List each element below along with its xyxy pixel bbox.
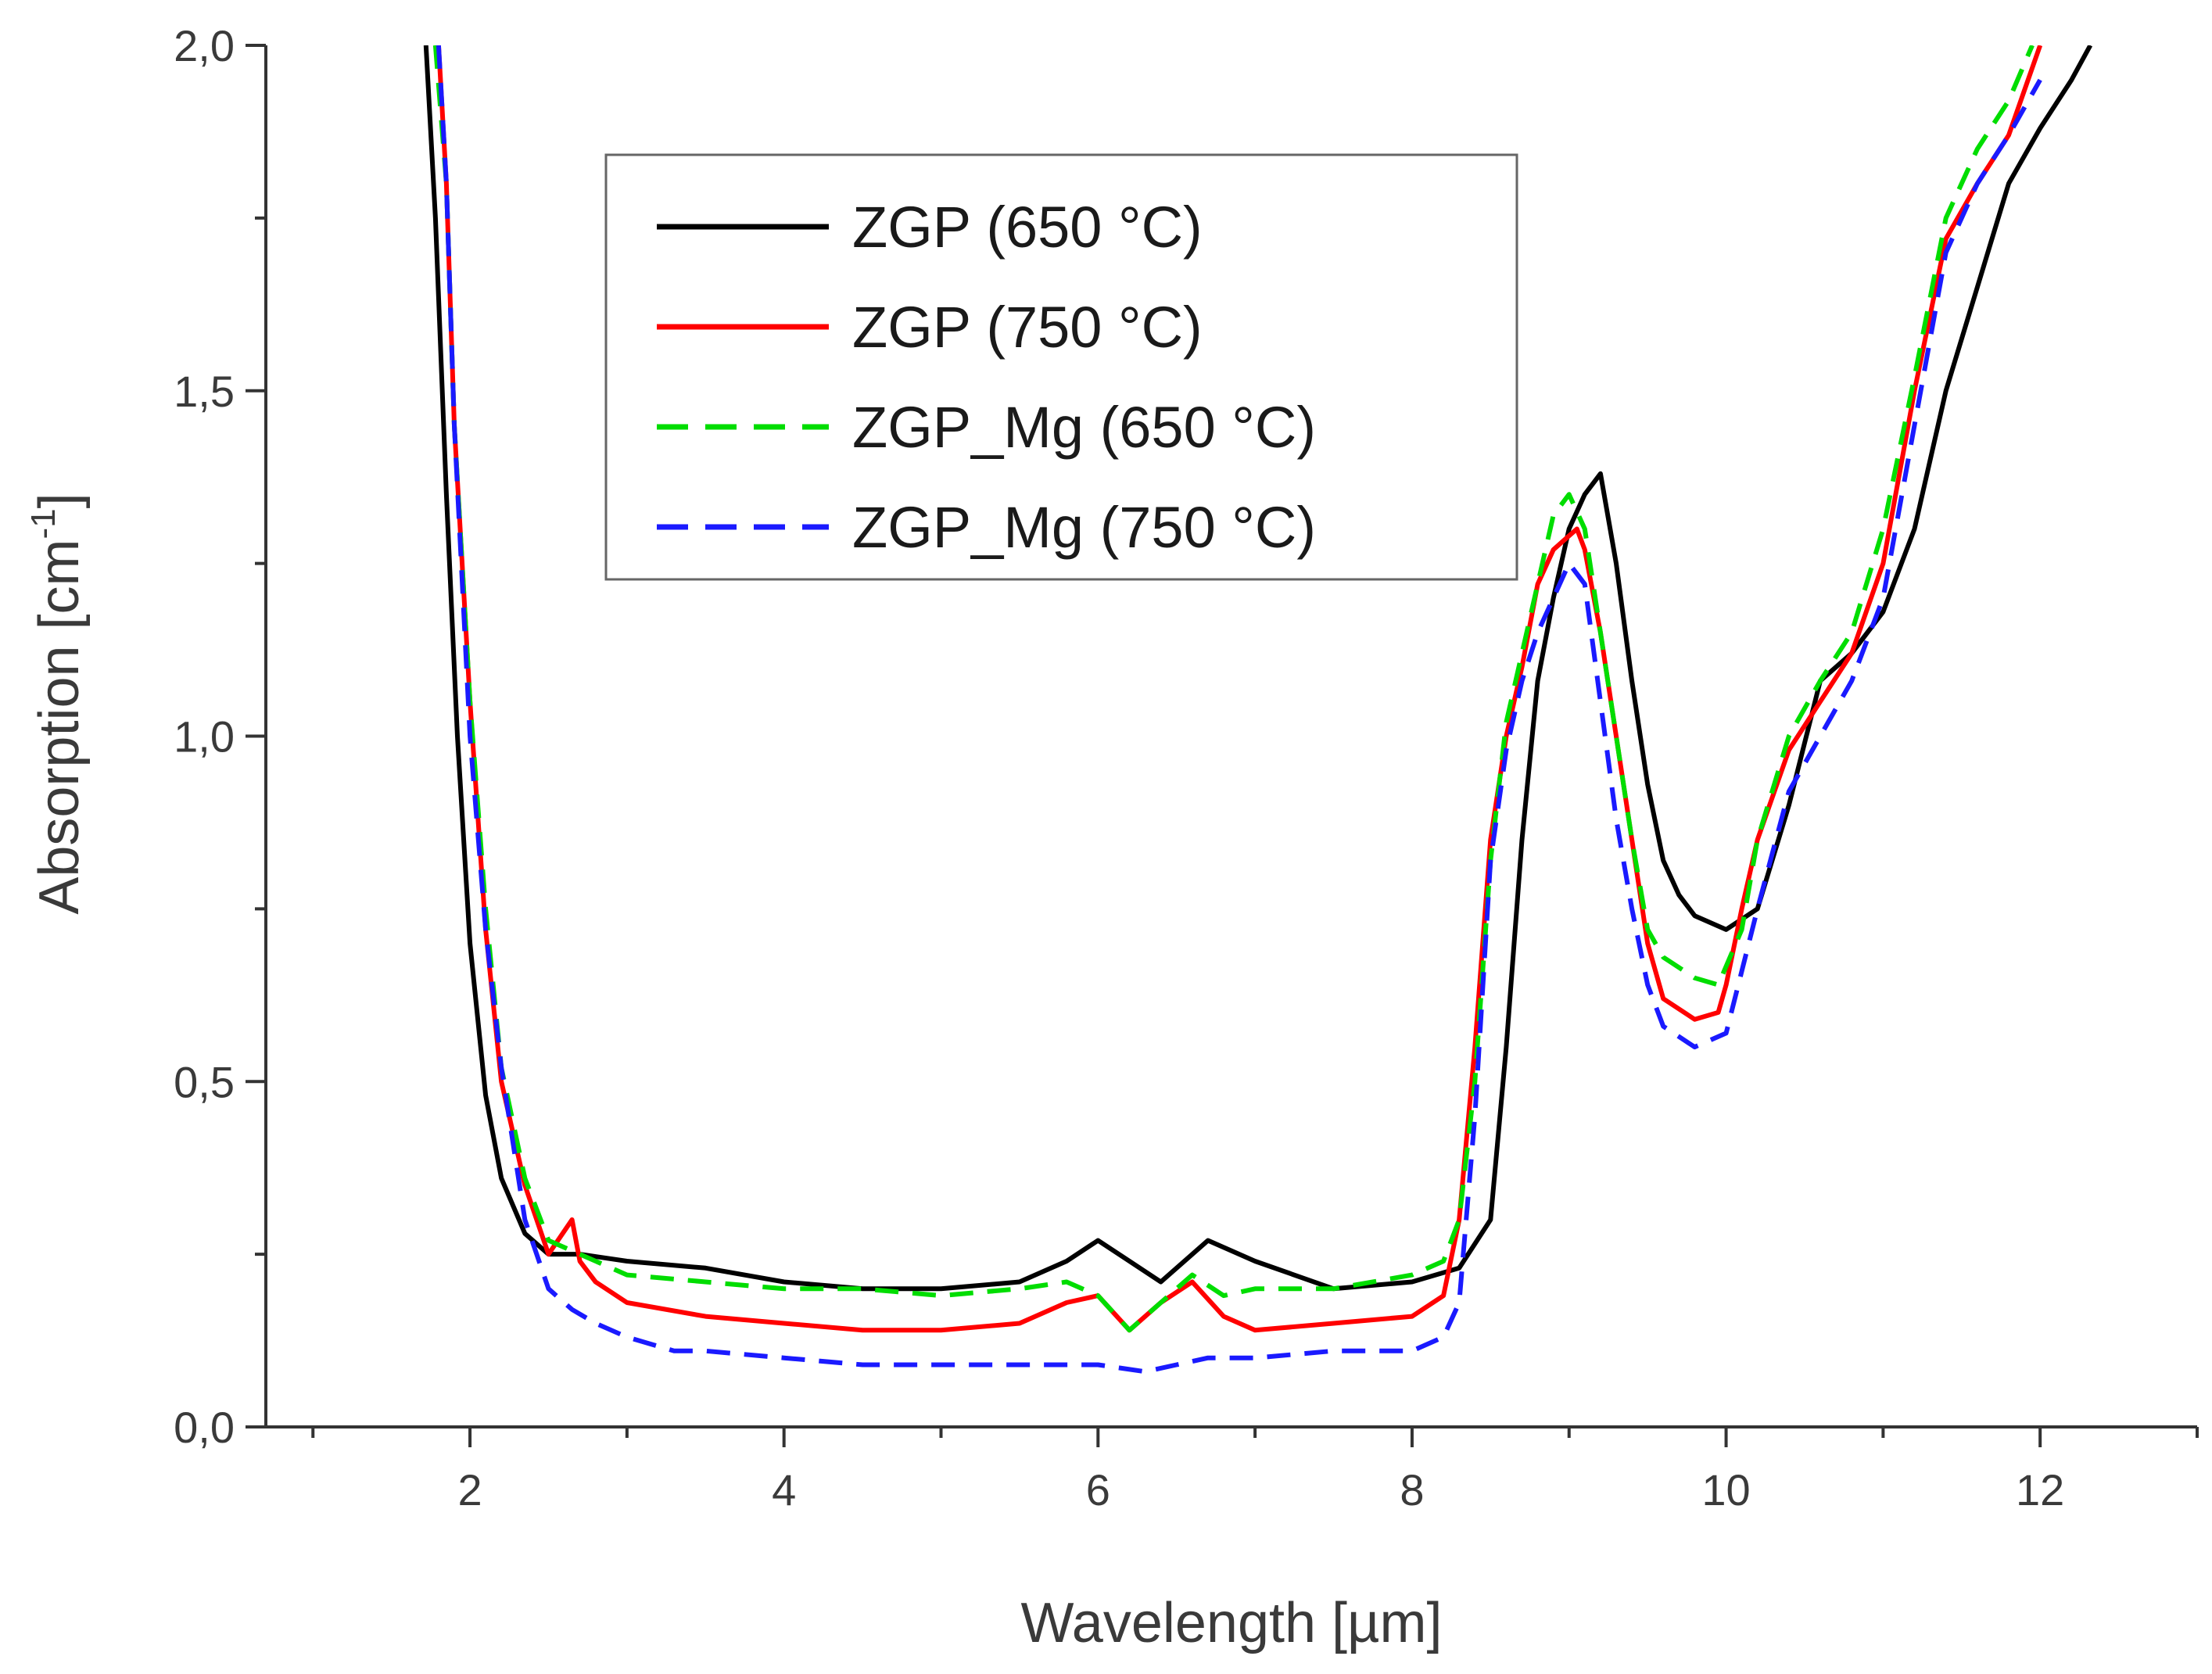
series-layer xyxy=(423,45,2093,1375)
y-tick-label: 0,5 xyxy=(174,1057,235,1106)
legend-label-4: ZGP_Mg (750 °C) xyxy=(852,495,1316,560)
axis-ticks xyxy=(246,44,2199,1447)
y-axis-title-main: Absorption [cm xyxy=(28,539,91,914)
series-line-3 xyxy=(432,45,2035,1333)
legend: ZGP (650 °C) ZGP (750 °C) ZGP_Mg (650 °C) Z… xyxy=(604,153,1518,581)
x-tick-label: 8 xyxy=(1400,1465,1424,1514)
x-tick-label: 4 xyxy=(772,1465,796,1514)
x-tick-label: 10 xyxy=(1701,1465,1750,1514)
y-tick-label: 0,0 xyxy=(174,1403,235,1452)
y-axis-title: Absorption [cm-1] xyxy=(24,493,91,914)
y-tick-label: 1,5 xyxy=(174,367,235,416)
x-tick-label: 6 xyxy=(1086,1465,1110,1514)
legend-label-2: ZGP (750 °C) xyxy=(852,295,1203,360)
y-axis-title-close: ] xyxy=(28,493,91,508)
legend-label-1: ZGP (650 °C) xyxy=(852,195,1203,260)
y-tick-label: 1,0 xyxy=(174,712,235,762)
legend-label-3: ZGP_Mg (650 °C) xyxy=(852,395,1316,460)
series-line-4 xyxy=(436,45,2042,1375)
axis-tick-labels: 2 4 6 8 10 12 0,0 0,5 1,0 1,5 2,0 xyxy=(174,21,2064,1514)
x-axis-title: Wavelength [µm] xyxy=(1020,1592,1442,1654)
series-line-1 xyxy=(423,45,2093,1292)
y-axis-title-sup: -1 xyxy=(24,508,63,539)
x-tick-label: 2 xyxy=(457,1465,482,1514)
x-tick-label: 12 xyxy=(2016,1465,2064,1514)
y-tick-label: 2,0 xyxy=(174,21,235,70)
